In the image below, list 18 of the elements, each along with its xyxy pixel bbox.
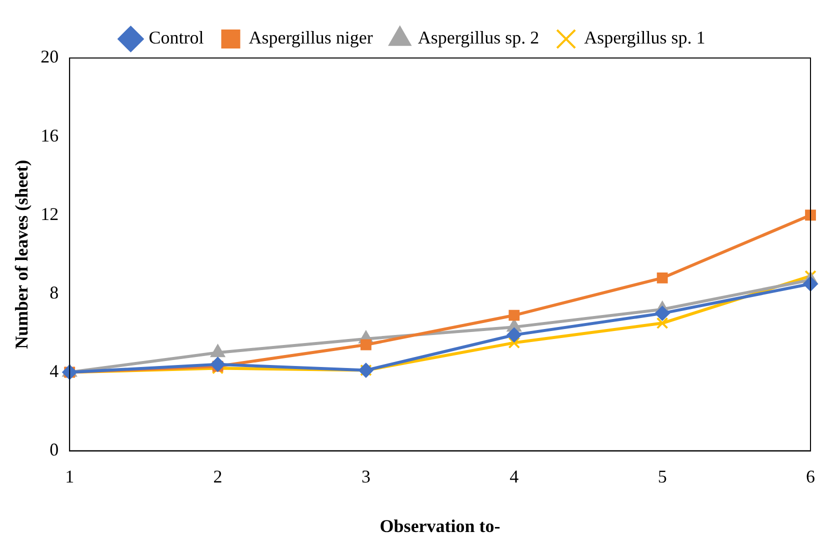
y-tick-label: 8 — [50, 282, 59, 302]
y-tick-label: 0 — [50, 440, 59, 460]
x-tick-label: 6 — [806, 466, 815, 486]
legend-label: Aspergillus sp. 1 — [584, 28, 706, 48]
x-tick-label: 1 — [65, 466, 74, 486]
legend-label: Aspergillus niger — [248, 28, 373, 48]
x-tick-label: 5 — [658, 466, 667, 486]
y-tick-label: 12 — [40, 204, 59, 224]
y-tick-label: 20 — [40, 46, 59, 67]
x-tick-label: 2 — [213, 466, 222, 486]
x-axis-title: Observation to- — [380, 516, 500, 536]
y-tick-label: 16 — [40, 125, 59, 146]
x-tick-label: 4 — [510, 466, 519, 486]
legend-label: Control — [148, 28, 204, 48]
x-tick-label: 3 — [361, 466, 370, 486]
legend-label: Aspergillus sp. 2 — [418, 28, 540, 48]
y-axis-title: Number of leaves (sheet) — [11, 160, 32, 349]
y-tick-label: 4 — [50, 360, 59, 381]
